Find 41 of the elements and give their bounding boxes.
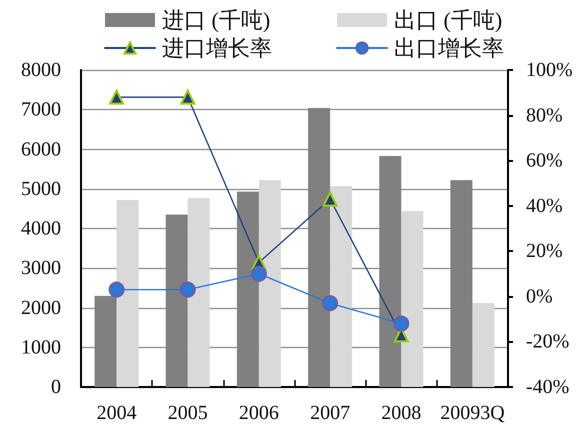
point xyxy=(322,295,338,312)
y-tick-label: 7000 xyxy=(21,98,61,121)
legend-label: 进口 (千吨) xyxy=(162,8,270,32)
x-tick-label: 2008 xyxy=(381,402,422,424)
y-tick-label: 4000 xyxy=(21,218,61,240)
point xyxy=(322,192,338,207)
y2-tick-label: 0% xyxy=(526,285,553,308)
bar xyxy=(472,302,494,387)
y2-tick-label: 60% xyxy=(526,150,563,172)
x-tick-label: 2004 xyxy=(96,402,137,424)
bar xyxy=(401,211,424,387)
bar xyxy=(116,200,139,387)
x-tick-label: 2006 xyxy=(238,402,279,424)
bar xyxy=(330,186,352,387)
x-tick-label: 20093Q xyxy=(440,402,506,424)
legend-label: 出口 (千吨) xyxy=(394,8,502,32)
point xyxy=(109,90,124,105)
point xyxy=(108,282,125,298)
y2-tick-label: 100% xyxy=(526,59,573,81)
y-tick-label: 6000 xyxy=(21,138,61,160)
legend-label: 出口增长率 xyxy=(394,36,504,60)
y-tick-label: 2000 xyxy=(21,296,61,319)
point xyxy=(180,282,196,298)
y-tick-label: 8000 xyxy=(21,59,61,81)
y2-tick-label: -40% xyxy=(526,376,570,398)
point xyxy=(393,316,410,332)
legend-label: 进口增长率 xyxy=(162,36,272,60)
x-tick-label: 2007 xyxy=(310,402,350,424)
y2-tick-label: -20% xyxy=(526,330,570,353)
x-tick-label: 2005 xyxy=(168,402,208,424)
point xyxy=(250,266,267,282)
point xyxy=(180,90,196,105)
y2-tick-label: 20% xyxy=(526,240,563,262)
bar xyxy=(188,198,210,387)
y-tick-label: 3000 xyxy=(21,257,61,280)
y2-tick-label: 80% xyxy=(526,104,563,126)
y-tick-label: 1000 xyxy=(21,336,61,358)
y-tick-label: 0 xyxy=(51,376,61,398)
bar xyxy=(258,180,281,387)
y2-tick-label: 40% xyxy=(526,194,563,217)
y-tick-label: 5000 xyxy=(21,178,61,200)
